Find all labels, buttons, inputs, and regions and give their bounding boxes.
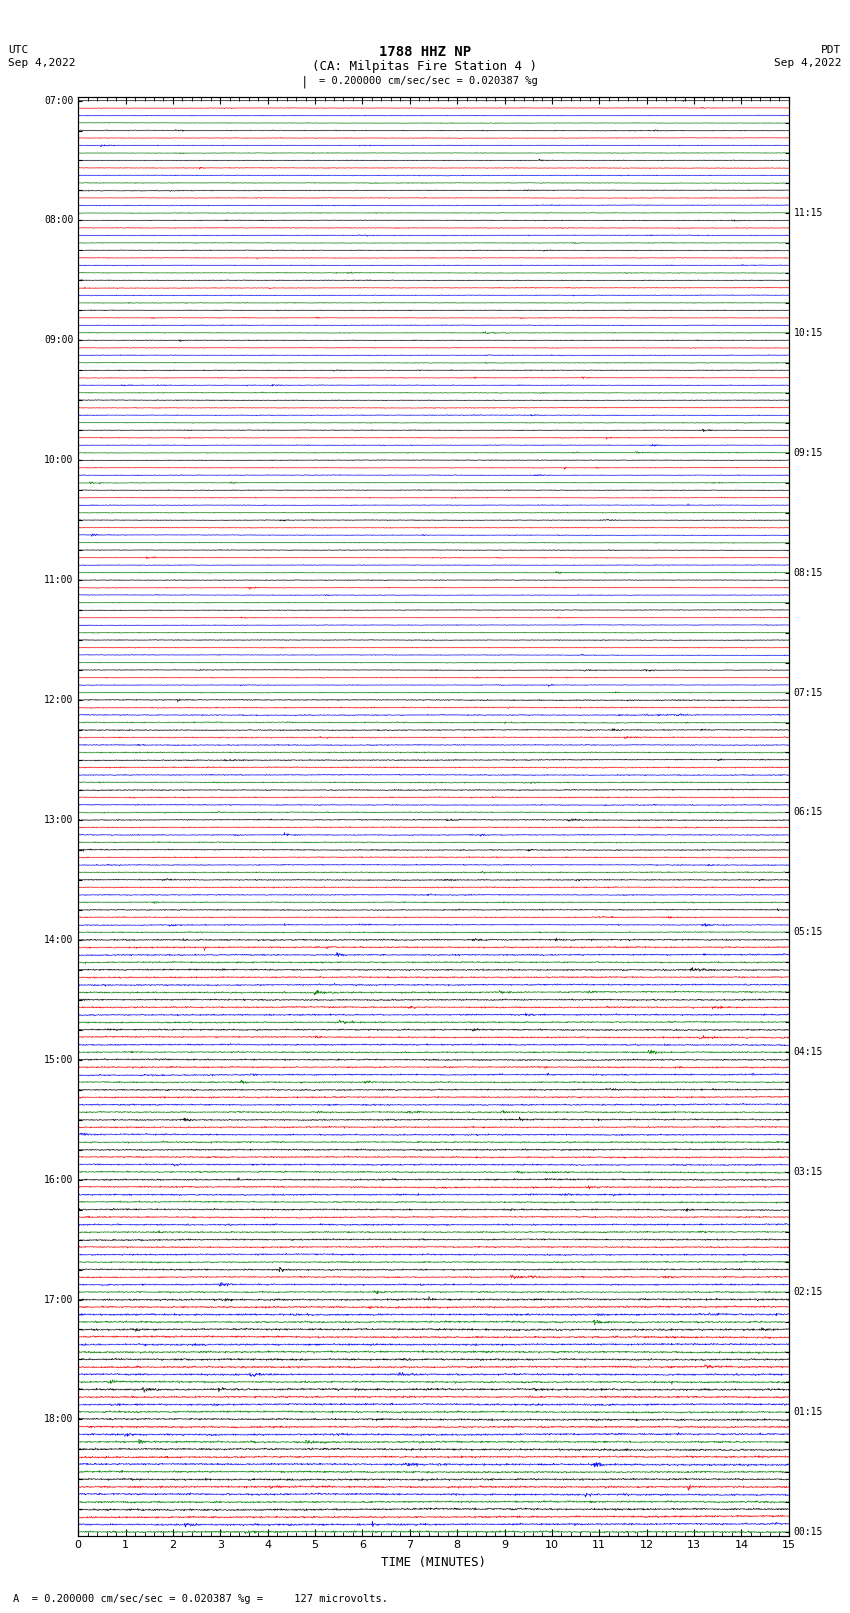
Text: Sep 4,2022: Sep 4,2022 xyxy=(8,58,76,68)
Text: A  = 0.200000 cm/sec/sec = 0.020387 %g =     127 microvolts.: A = 0.200000 cm/sec/sec = 0.020387 %g = … xyxy=(13,1594,388,1603)
Text: PDT: PDT xyxy=(821,45,842,55)
Text: 1788 HHZ NP: 1788 HHZ NP xyxy=(379,45,471,60)
Text: = 0.200000 cm/sec/sec = 0.020387 %g: = 0.200000 cm/sec/sec = 0.020387 %g xyxy=(319,76,537,85)
Text: UTC: UTC xyxy=(8,45,29,55)
X-axis label: TIME (MINUTES): TIME (MINUTES) xyxy=(381,1557,486,1569)
Text: Sep 4,2022: Sep 4,2022 xyxy=(774,58,842,68)
Text: (CA: Milpitas Fire Station 4 ): (CA: Milpitas Fire Station 4 ) xyxy=(313,60,537,74)
Text: |: | xyxy=(301,76,308,89)
